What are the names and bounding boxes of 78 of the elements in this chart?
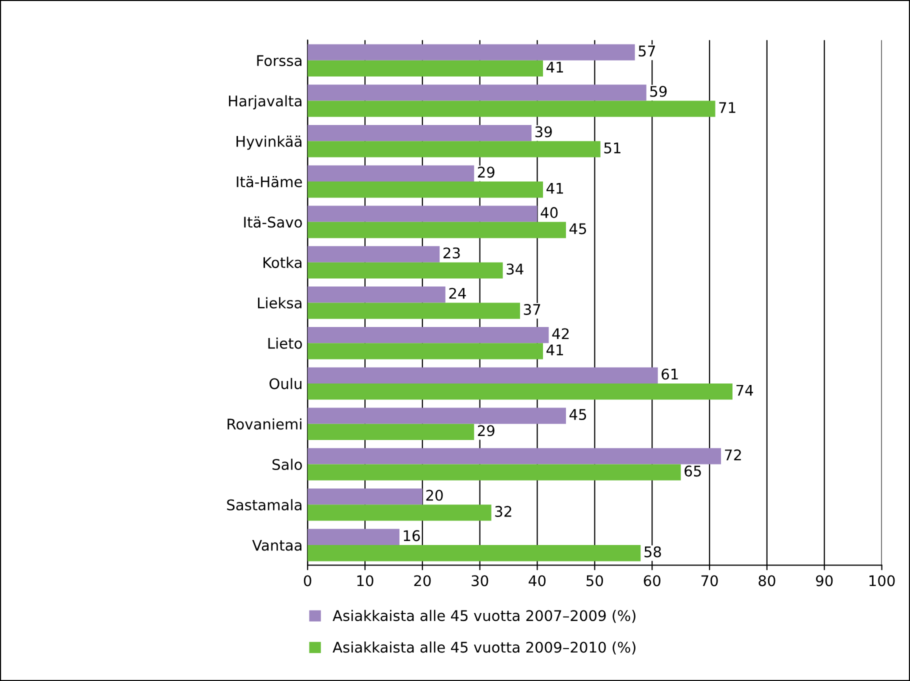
x-tick-label: 30: [472, 575, 488, 586]
y-tick-label: Lieto: [268, 338, 302, 349]
x-tick-label: 20: [414, 575, 431, 586]
data-label: 51: [604, 142, 620, 154]
x-tick-label: 10: [357, 575, 374, 586]
data-label: 34: [506, 264, 524, 275]
x-tick-label: 90: [816, 575, 833, 586]
bar: [308, 448, 722, 464]
y-tick-label: Sastamala: [227, 499, 302, 510]
data-label: 16: [404, 530, 420, 542]
y-tick-label: Kotka: [264, 256, 302, 268]
bar: [308, 326, 549, 344]
y-tick-label: Harjavalta: [228, 95, 302, 110]
x-tick-label: 50: [586, 575, 603, 586]
bar: [308, 165, 474, 182]
bar: [308, 141, 600, 158]
bar: [308, 504, 492, 521]
y-tick-label: Itä-Savo: [244, 216, 302, 228]
data-label: 65: [684, 466, 701, 477]
data-label: 45: [569, 223, 586, 234]
data-label: 39: [535, 126, 552, 138]
x-tick-label: 0: [304, 575, 312, 586]
data-label: 24: [449, 288, 466, 299]
bar: [308, 262, 503, 278]
legend-label: Asiakkaista alle 45 vuotta 2009–2010 (%): [332, 641, 636, 654]
bar: [308, 222, 566, 238]
bar: [308, 124, 532, 142]
data-label: 45: [569, 409, 586, 420]
data-label: 59: [650, 86, 667, 97]
bar: [308, 464, 681, 480]
data-label: 72: [724, 449, 741, 460]
y-tick-label: Itä-Häme: [236, 176, 302, 188]
data-label: 41: [546, 183, 563, 194]
data-label: 42: [552, 328, 569, 340]
y-tick-label: Lieksa: [258, 297, 302, 308]
data-label: 23: [443, 247, 460, 258]
bar: [308, 383, 732, 400]
data-label: 61: [662, 368, 678, 380]
bar: [308, 246, 440, 262]
x-tick-label: 40: [528, 575, 546, 586]
data-label: 58: [644, 546, 661, 558]
data-label: 40: [540, 207, 558, 218]
data-label: 20: [426, 490, 443, 501]
y-tick-label: Forssa: [257, 55, 302, 66]
y-tick-label: Oulu: [270, 378, 302, 390]
bar: [308, 424, 474, 440]
bar: [308, 44, 635, 60]
y-tick-label: Vantaa: [252, 540, 302, 551]
data-label: 29: [478, 425, 494, 436]
x-tick-label: 80: [758, 575, 776, 586]
bar: [308, 408, 566, 424]
x-tick-label: 70: [701, 575, 718, 586]
bar: [308, 100, 716, 117]
bar: [308, 488, 422, 505]
data-label: 37: [524, 304, 540, 316]
legend-label: Asiakkaista alle 45 vuotta 2007–2009 (%): [332, 610, 636, 623]
bar: [308, 367, 658, 384]
bar: [308, 528, 400, 546]
data-label: 41: [546, 344, 563, 356]
y-tick-label: Rovaniemi: [228, 418, 302, 430]
data-label: 41: [546, 62, 563, 72]
data-label: 71: [719, 102, 736, 113]
bar: [308, 206, 538, 222]
bar: [308, 343, 544, 360]
y-tick-label: Hyvinkää: [236, 136, 302, 150]
bar: [308, 302, 520, 319]
bar: [308, 545, 641, 562]
data-label: 57: [638, 46, 655, 57]
bar: [308, 286, 446, 303]
bar: [308, 60, 544, 77]
x-tick-label: 100: [869, 575, 895, 586]
bar: [308, 182, 544, 198]
data-label: 74: [736, 384, 754, 396]
y-tick-label: Salo: [272, 458, 302, 470]
data-label: 29: [478, 166, 494, 178]
bar: [308, 84, 646, 101]
x-tick-label: 60: [644, 575, 660, 586]
data-label: 32: [495, 506, 512, 517]
